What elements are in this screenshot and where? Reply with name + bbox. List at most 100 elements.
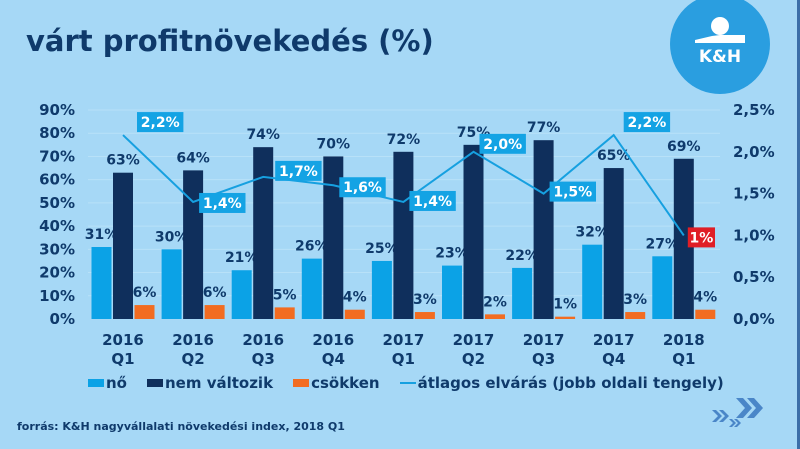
bar-data-label: 65% [597,148,631,164]
line-data-label: 1,4% [413,194,452,210]
x-tick-label-year: 2016 [312,331,354,349]
bar-nem-változik [323,156,344,319]
bar-csökken [485,314,505,319]
y-left-tick-label: 60% [39,171,75,189]
bar-nem-változik [113,172,133,319]
bar-data-label: 30% [155,229,189,245]
bar-data-label: 70% [317,136,351,152]
line-data-label: 2,2% [141,115,180,131]
bar-nő [371,260,392,319]
legend-item-nem-valtozik: nem változik [146,374,274,392]
bar-nem-változik [533,140,554,319]
bar-data-label: 31% [85,227,119,243]
legend-swatch-no [88,379,104,387]
y-left-tick-label: 70% [39,147,75,165]
logo-text: K&H [699,47,741,67]
x-tick-label-quarter: Q1 [111,350,134,368]
bar-nem-változik [393,151,414,319]
line-data-label-box [199,192,246,213]
bar-nő [652,256,673,319]
legend-swatch-csokken [293,379,310,387]
bar-csökken [414,312,435,319]
x-tick-label-quarter: Q4 [322,350,345,368]
bar-nő [301,258,322,319]
x-tick-label-quarter: Q2 [181,350,204,368]
line-data-label: 1% [690,230,714,246]
bar-nő [582,244,603,319]
bar-csökken [204,305,225,319]
legend-label-nem-valtozik: nem változik [164,374,274,392]
bar-data-label: 27% [646,236,680,252]
bar-csökken [134,305,155,319]
bar-nem-változik [463,144,484,319]
legend-label-csokken: csökken [311,374,380,392]
x-tick-label-quarter: Q3 [532,350,555,368]
bar-nő [161,249,182,319]
bar-data-label: 4% [693,290,717,306]
y-right-tick-label: 2,5% [733,101,775,119]
legend-label-atlagos-elvaras: átlagos elvárás (jobb oldali tengely) [417,374,724,392]
line-data-label: 2,2% [627,115,666,131]
bar-nem-változik [673,158,694,319]
y-left-tick-label: 50% [39,194,75,212]
y-right-tick-label: 2,0% [733,143,775,161]
line-data-label: 1,4% [203,196,242,212]
bar-data-label: 25% [365,241,399,257]
legend-label-no: nő [106,374,127,392]
y-left-tick-label: 0% [50,310,75,328]
y-right-tick-label: 0,0% [733,310,775,328]
legend-item-atlagos-elvaras: átlagos elvárás (jobb oldali tengely) [399,374,724,392]
legend-swatch-atlagos-elvaras [399,382,416,384]
bar-nő [91,247,112,319]
y-right-tick-label: 1,5% [733,185,775,203]
bar-data-label: 32% [575,225,609,241]
bar-nő [442,265,462,319]
y-left-tick-label: 30% [39,240,75,258]
bar-csökken [625,312,646,319]
x-tick-label-quarter: Q2 [462,350,485,368]
bar-data-label: 64% [176,150,210,166]
bar-nem-változik [253,147,274,319]
line-data-label: 2,0% [483,137,522,153]
bar-nő [512,267,533,319]
x-tick-label-year: 2017 [383,331,425,349]
bar-data-label: 69% [667,139,701,155]
bar-data-label: 63% [106,153,140,169]
x-tick-label-year: 2018 [663,331,705,349]
x-tick-label-quarter: Q4 [602,350,625,368]
line-data-label-box [339,177,386,198]
bar-csökken [344,309,365,319]
bar-csökken [695,309,716,319]
bar-data-label: 3% [413,292,437,308]
slide-right-border [797,0,800,449]
bar-data-label: 23% [435,246,469,262]
bar-data-label: 3% [623,292,647,308]
line-data-label-box [409,190,456,211]
x-tick-label-quarter: Q1 [392,350,415,368]
bar-nem-változik [603,168,624,319]
bar-data-label: 72% [387,132,421,148]
x-tick-label-year: 2017 [453,331,495,349]
x-tick-label-quarter: Q3 [252,350,275,368]
legend-item-csokken: csökken [293,374,380,392]
line-data-label-box [623,112,671,133]
y-right-tick-label: 1,0% [733,226,775,244]
double-chevron-right-icon [712,398,763,427]
y-left-tick-label: 20% [39,264,75,282]
y-right-tick-label: 0,5% [733,268,775,286]
bar-data-label: 6% [133,285,157,301]
line-data-label-box [137,112,184,133]
x-tick-label-year: 2016 [172,331,214,349]
chart-legend: nő nem változik csökken átlagos elvárás … [88,372,744,394]
source-note: forrás: K&H nagyvállalati növekedési ind… [17,420,345,433]
line-data-label: 1,5% [553,185,592,201]
x-tick-label-quarter: Q1 [672,350,695,368]
bar-csökken [555,316,576,319]
line-data-label-highlight-box [687,227,715,248]
legend-item-no: nő [88,374,127,392]
bar-data-label: 77% [527,120,561,136]
y-left-tick-label: 80% [39,124,75,142]
x-tick-label-year: 2017 [593,331,635,349]
